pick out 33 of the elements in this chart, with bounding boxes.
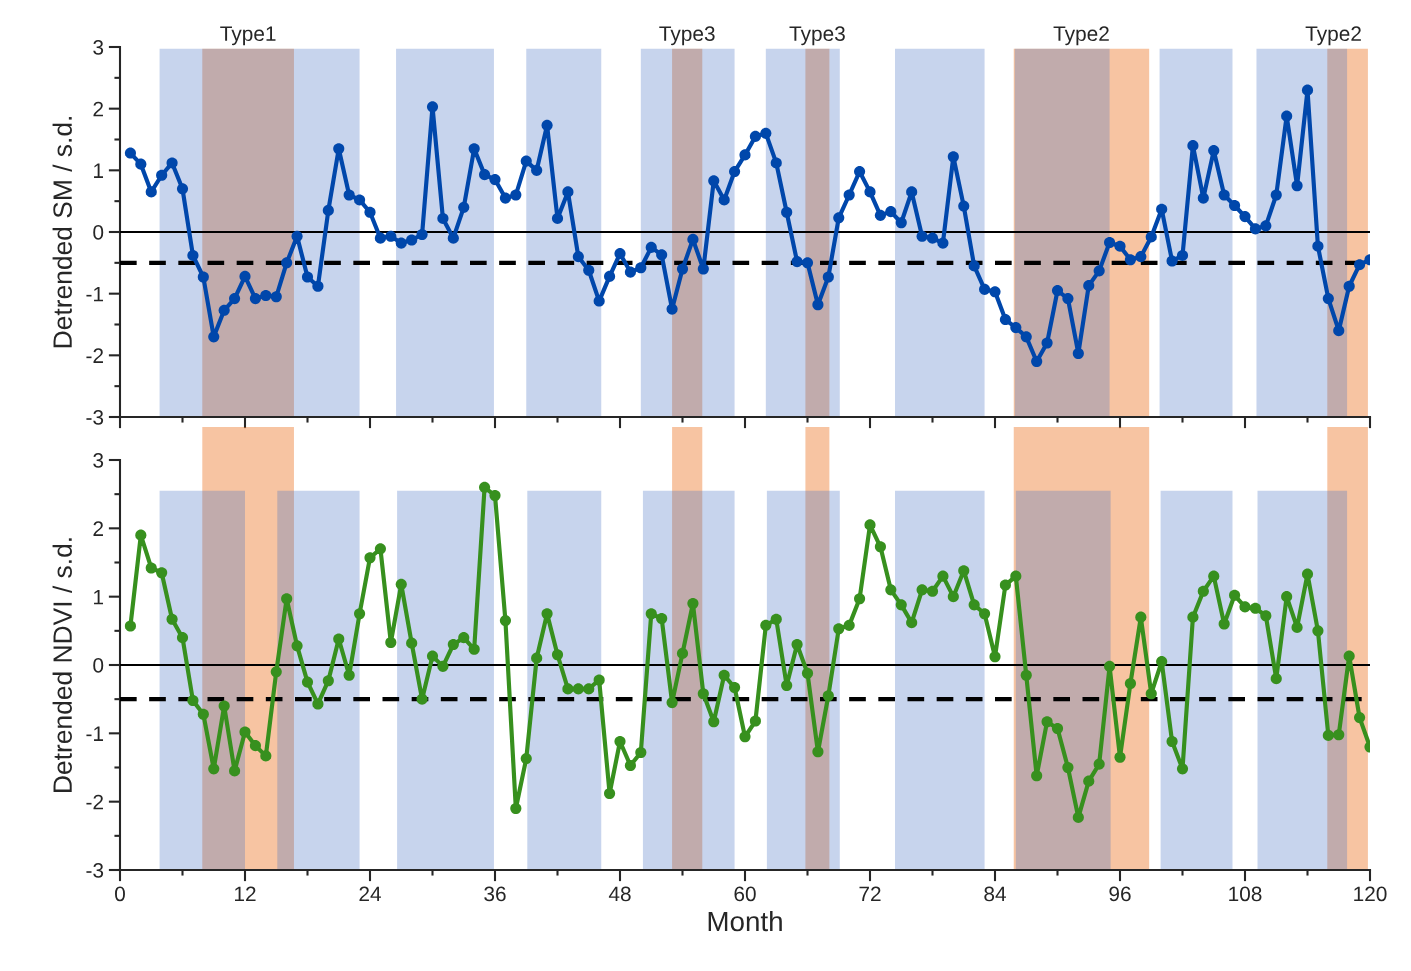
y-tick-label: 3 [93, 453, 104, 468]
x-tick-label: 12 [235, 886, 256, 902]
x-tick-label: 36 [484, 886, 506, 902]
y-tick-label: -3 [86, 410, 104, 425]
text: Type2 [1053, 26, 1109, 46]
y-tick-label: -3 [86, 863, 104, 878]
text: Type3 [659, 26, 715, 46]
y-axis-title: Detrended NDVI / s.d. [52, 538, 72, 792]
x-tick-label: 84 [984, 886, 1006, 902]
x-tick-label: 60 [734, 886, 756, 902]
y-tick-label: 2 [93, 101, 103, 117]
x-tick-label: 0 [115, 886, 125, 902]
y-tick-label: 0 [93, 658, 104, 673]
y-tick-label: 1 [94, 163, 104, 178]
y-tick-label: -1 [86, 286, 104, 302]
x-tick-label: 120 [1354, 886, 1387, 902]
y-tick-label: 3 [93, 40, 104, 55]
x-tick-label: 24 [359, 886, 381, 902]
x-tick-label: 72 [859, 886, 881, 902]
y-tick-label: -1 [86, 726, 104, 741]
y-tick-label: 1 [94, 589, 104, 605]
y-axis-title: Detrended SM / s.d. [52, 117, 72, 348]
x-tick-label: 48 [608, 886, 631, 902]
y-tick-label: 0 [93, 225, 104, 240]
text: Type2 [1305, 26, 1361, 46]
x-axis-title: Month [708, 910, 782, 932]
text: Type3 [789, 26, 845, 46]
y-tick-label: 2 [93, 521, 103, 536]
x-tick-label: 108 [1229, 886, 1262, 902]
x-tick-label: 96 [1109, 886, 1131, 902]
text: Type1 [220, 26, 276, 46]
y-tick-label: -2 [86, 348, 103, 363]
y-tick-label: -2 [86, 794, 103, 810]
